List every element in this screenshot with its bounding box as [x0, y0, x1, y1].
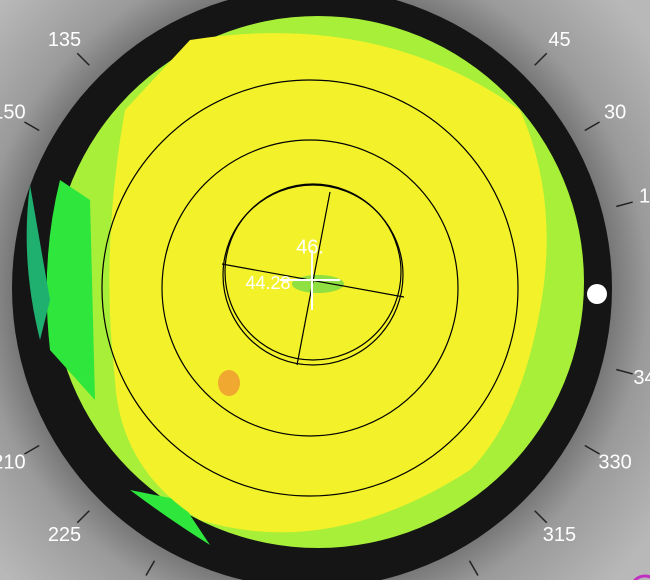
map-steeper-zone: [26, 185, 50, 340]
angle-tick: [616, 368, 633, 375]
crosshair: [280, 250, 340, 310]
map-spot: [218, 370, 240, 396]
center-label: 46.: [296, 236, 324, 258]
angle-label: 15: [639, 186, 650, 208]
angle-tick: [584, 444, 600, 455]
angle-label: 345: [633, 367, 650, 389]
angle-tick: [145, 560, 156, 576]
angle-scale: 135451503015345210330225315240300: [0, 29, 650, 580]
rings: [101, 79, 519, 497]
reflection: [587, 284, 607, 304]
angle-tick: [534, 510, 548, 524]
angle-label: 30: [604, 101, 626, 123]
angle-tick: [76, 52, 90, 66]
angle-label: 210: [0, 451, 26, 473]
angle-label: 150: [0, 101, 26, 123]
angle-tick: [76, 510, 90, 524]
angle-label: 330: [598, 451, 631, 473]
angle-tick: [534, 52, 548, 66]
angle-label: 315: [543, 524, 576, 546]
angle-tick: [616, 201, 633, 208]
center-label: 44.28: [245, 273, 290, 293]
angle-tick: [584, 121, 600, 132]
map-steep-zone: [46, 180, 95, 400]
marker: [633, 574, 650, 580]
angle-tick: [468, 560, 479, 576]
angle-tick: [24, 444, 40, 455]
map-steep-zone: [130, 490, 210, 545]
angle-label: 45: [548, 29, 570, 51]
angle-label: 135: [48, 29, 81, 51]
angle-label: 225: [48, 524, 81, 546]
angle-tick: [24, 121, 40, 132]
